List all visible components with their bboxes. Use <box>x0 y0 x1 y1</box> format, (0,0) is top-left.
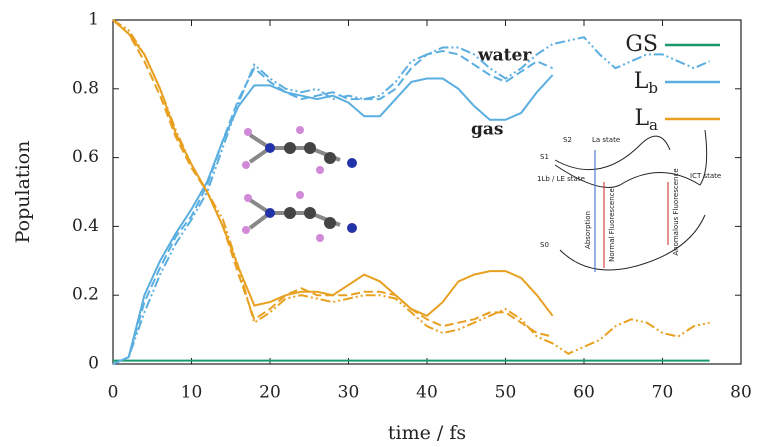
legend-label: GS <box>625 32 658 57</box>
data-line <box>113 37 710 364</box>
y-tick-label: 1 <box>88 10 99 30</box>
y-tick-label: 0 <box>88 354 99 374</box>
y-tick-label: 0.8 <box>72 78 99 98</box>
inset-s2: S2 <box>563 136 572 144</box>
legend-text: GS <box>625 32 658 57</box>
legend-label: La <box>634 106 658 134</box>
y-axis-title: Population <box>12 141 34 244</box>
x-tick-label: 80 <box>730 383 752 403</box>
legend-text: L <box>634 69 649 94</box>
x-axis-title: time / fs <box>388 422 466 444</box>
x-tick-label: 50 <box>495 383 517 403</box>
x-tick-label: 10 <box>181 383 203 403</box>
inset-diagram: S2 S1 S0 La state 1Lb / LE state ICT sta… <box>537 130 721 272</box>
x-tick-label: 40 <box>416 383 438 403</box>
inset-ict-state: ICT state <box>690 172 721 180</box>
x-tick-label: 60 <box>573 383 595 403</box>
annotation-gas: gas <box>471 120 503 140</box>
inset-anomalous: Anomalous Fluorescence <box>672 168 680 255</box>
legend-label: Lb <box>634 69 658 97</box>
molecule-images <box>242 126 357 242</box>
data-line <box>113 51 553 364</box>
inset-absorption: Absorption <box>584 211 592 249</box>
inset-la-state: La state <box>592 136 620 144</box>
annotation-water: water <box>477 46 532 66</box>
x-tick-label: 30 <box>338 383 360 403</box>
legend-text: L <box>634 106 649 131</box>
inset-s1: S1 <box>540 153 549 161</box>
chart: time / fs Population water gas S2 S1 S0 … <box>0 0 760 447</box>
y-tick-label: 0.6 <box>72 147 99 167</box>
legend-subscript: b <box>648 79 658 97</box>
y-tick-label: 0.4 <box>72 216 99 236</box>
x-tick-label: 20 <box>259 383 281 403</box>
inset-normal: Normal Fluorescence <box>608 188 616 262</box>
data-line <box>113 20 710 354</box>
data-line <box>113 20 553 337</box>
x-tick-label: 70 <box>652 383 674 403</box>
y-tick-label: 0.2 <box>72 285 99 305</box>
inset-lb-state: 1Lb / LE state <box>537 175 585 183</box>
legend-subscript: a <box>649 116 658 134</box>
inset-s0: S0 <box>540 241 549 249</box>
x-tick-label: 0 <box>108 383 119 403</box>
s0-curve <box>560 215 705 270</box>
